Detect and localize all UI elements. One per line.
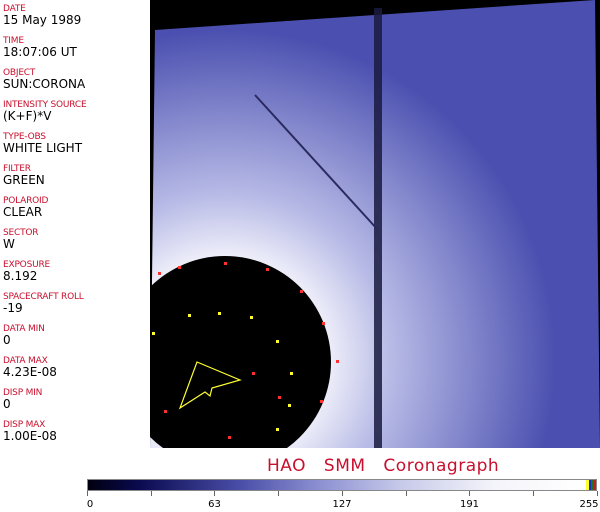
field-label: DISP MIN bbox=[3, 388, 43, 398]
field-label: DATA MIN bbox=[3, 324, 45, 334]
field-label: POLAROID bbox=[3, 196, 49, 206]
yellow-markers bbox=[152, 312, 293, 431]
occulter-disk bbox=[150, 256, 331, 448]
header-info-panel: DATE 15 May 1989 TIME 18:07:06 UT OBJECT SUN:… bbox=[0, 0, 150, 448]
field-spacecraft-roll: SPACECRAFT ROLL -19 bbox=[3, 292, 84, 315]
field-value: W bbox=[3, 237, 15, 251]
colorbar-tick bbox=[214, 491, 216, 496]
colorbar-tick bbox=[532, 491, 534, 496]
colorbar-overlay-colors bbox=[586, 480, 596, 490]
field-polaroid: POLAROID CLEAR bbox=[3, 196, 48, 219]
colorbar-tick-label: 255 bbox=[579, 499, 599, 510]
colorbar-tick-label: 191 bbox=[459, 499, 480, 510]
field-label: TYPE-OBS bbox=[3, 132, 46, 142]
field-value: 1.00E-08 bbox=[3, 429, 57, 443]
field-label: OBJECT bbox=[3, 68, 36, 78]
field-disp-min: DISP MIN 0 bbox=[3, 388, 42, 411]
field-filter: FILTER GREEN bbox=[3, 164, 45, 187]
sun-orientation-marker bbox=[178, 361, 242, 410]
field-value: 8.192 bbox=[3, 269, 38, 283]
field-value: 0 bbox=[3, 397, 11, 411]
field-label: DATE bbox=[3, 4, 26, 14]
colorbar-tick bbox=[469, 491, 471, 496]
field-data-max: DATA MAX 4.23E-08 bbox=[3, 356, 57, 379]
field-label: SECTOR bbox=[3, 228, 39, 238]
field-value: CLEAR bbox=[3, 205, 43, 219]
field-label: SPACECRAFT ROLL bbox=[3, 292, 84, 302]
instrument-title: HAO SMM Coronagraph bbox=[267, 456, 500, 476]
grid-markers bbox=[158, 262, 339, 439]
colorbar bbox=[87, 479, 597, 491]
field-label: INTENSITY SOURCE bbox=[3, 100, 87, 110]
colorbar-tick bbox=[341, 491, 343, 496]
field-value: -19 bbox=[3, 301, 23, 315]
field-sector: SECTOR W bbox=[3, 228, 39, 251]
field-date: DATE 15 May 1989 bbox=[3, 4, 81, 27]
field-value: WHITE LIGHT bbox=[3, 141, 83, 155]
field-label: DATA MAX bbox=[3, 356, 48, 366]
field-data-min: DATA MIN 0 bbox=[3, 324, 45, 347]
field-value: GREEN bbox=[3, 173, 45, 187]
field-exposure: EXPOSURE 8.192 bbox=[3, 260, 50, 283]
field-object: OBJECT SUN:CORONA bbox=[3, 68, 85, 91]
field-value: 15 May 1989 bbox=[3, 13, 82, 27]
field-disp-max: DISP MAX 1.00E-08 bbox=[3, 420, 57, 443]
colorbar-tick bbox=[405, 491, 407, 496]
field-value: (K+F)*V bbox=[3, 109, 52, 123]
field-value: 4.23E-08 bbox=[3, 365, 57, 379]
colorbar-tick-label: 63 bbox=[208, 499, 221, 510]
field-label: DISP MAX bbox=[3, 420, 46, 430]
field-label: FILTER bbox=[3, 164, 31, 174]
colorbar-tick-label: 0 bbox=[86, 499, 94, 510]
field-time: TIME 18:07:06 UT bbox=[3, 36, 77, 59]
field-value: SUN:CORONA bbox=[3, 77, 86, 91]
colorbar-tick bbox=[596, 491, 598, 496]
coronagraph-image bbox=[150, 0, 600, 448]
colorbar-tick bbox=[87, 491, 88, 496]
colorbar-tick bbox=[150, 491, 152, 496]
colorbar-tick-label: 127 bbox=[332, 499, 352, 510]
field-intensity-source: INTENSITY SOURCE (K+F)*V bbox=[3, 100, 87, 123]
field-label: TIME bbox=[3, 36, 24, 46]
field-value: 18:07:06 UT bbox=[3, 45, 77, 59]
field-value: 0 bbox=[3, 333, 11, 347]
field-label: EXPOSURE bbox=[3, 260, 51, 270]
field-type-obs: TYPE-OBS WHITE LIGHT bbox=[3, 132, 82, 155]
colorbar-tick bbox=[278, 491, 280, 496]
